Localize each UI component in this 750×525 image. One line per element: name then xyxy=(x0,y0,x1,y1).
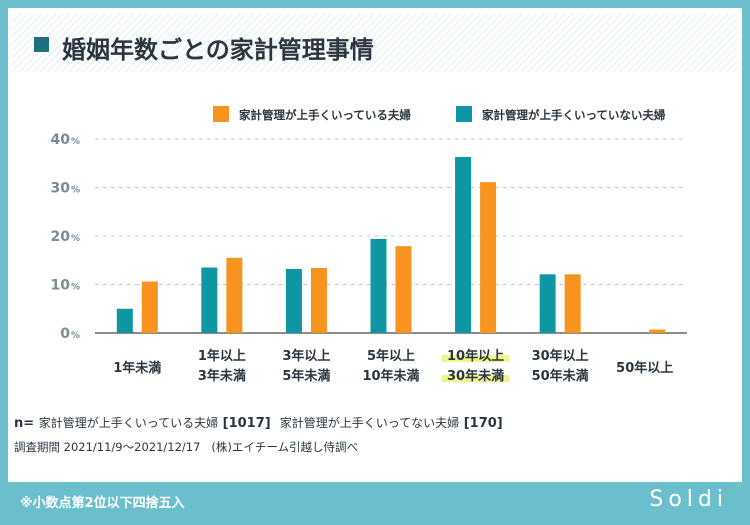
period-value: 2021/11/9～2021/12/17 xyxy=(63,440,201,454)
x-tick-label: 1年以上 xyxy=(198,348,246,364)
sample-size: n= 家計管理が上手くいっている夫婦 [1017] 家計管理が上手くいってない夫… xyxy=(14,414,503,431)
rounding-footnote: ※小数点第2位以下四捨五入 xyxy=(20,496,185,511)
x-tick-label: 10年以上 xyxy=(447,348,504,364)
y-tick-label: 0 xyxy=(60,326,70,342)
y-tick-label: 10 xyxy=(51,278,71,294)
x-tick-label: 3年以上 xyxy=(282,348,330,364)
legend-swatch xyxy=(213,106,229,122)
bar xyxy=(480,182,497,333)
x-tick-label: 30年以上 xyxy=(532,348,589,364)
survey-notes: n= 家計管理が上手くいっている夫婦 [1017] 家計管理が上手くいってない夫… xyxy=(14,414,503,455)
category-highlight xyxy=(441,375,510,382)
bar xyxy=(395,246,412,333)
legend-label: 家計管理が上手くいっている夫婦 xyxy=(239,108,411,122)
x-tick-label: 10年未満 xyxy=(362,368,419,384)
x-tick-label: 50年以上 xyxy=(616,360,673,376)
y-tick-label: 20 xyxy=(51,229,71,245)
bar xyxy=(226,257,243,333)
y-tick-unit: % xyxy=(71,137,80,147)
x-tick-label: 30年未満 xyxy=(447,368,504,384)
title-band xyxy=(12,14,738,72)
bar xyxy=(141,281,158,333)
chart-title: 婚姻年数ごとの家計管理事情 xyxy=(62,36,374,64)
category-highlight xyxy=(441,355,510,362)
survey-source: (株)エイチーム引越し侍調べ xyxy=(211,440,359,454)
y-tick-label: 40 xyxy=(51,132,71,148)
y-tick-unit: % xyxy=(71,283,80,293)
n-prefix: n= xyxy=(14,416,35,431)
soldi-logo: Soldi xyxy=(649,487,728,512)
title-square-icon xyxy=(34,37,49,52)
x-tick-label: 1年未満 xyxy=(113,360,161,376)
x-tick-label: 3年未満 xyxy=(198,368,246,384)
x-tick-label: 50年未満 xyxy=(532,368,589,384)
survey-period: 調査期間 2021/11/9～2021/12/17 (株)エイチーム引越し侍調べ xyxy=(14,439,503,455)
y-tick-unit: % xyxy=(71,331,80,341)
bar xyxy=(455,156,472,333)
n-bad-label: 家計管理が上手くいってない夫婦 xyxy=(279,416,460,430)
bar xyxy=(539,274,556,333)
bar xyxy=(116,308,133,333)
n-good-value: [1017] xyxy=(222,416,271,431)
legend-swatch xyxy=(456,106,472,122)
bar xyxy=(370,238,387,333)
n-good-label: 家計管理が上手くいっている夫婦 xyxy=(38,416,219,430)
bar xyxy=(201,267,218,333)
legend-label: 家計管理が上手くいっていない夫婦 xyxy=(482,108,666,122)
n-bad-value: [170] xyxy=(463,416,503,431)
bar xyxy=(649,329,666,333)
y-tick-unit: % xyxy=(71,234,80,244)
bar xyxy=(285,268,302,333)
x-tick-label: 5年以上 xyxy=(367,348,415,364)
period-label: 調査期間 xyxy=(14,440,60,454)
y-tick-label: 30 xyxy=(51,181,71,197)
x-tick-label: 5年未満 xyxy=(282,368,330,384)
bar xyxy=(564,274,581,333)
bar xyxy=(310,268,327,333)
y-tick-unit: % xyxy=(71,186,80,196)
